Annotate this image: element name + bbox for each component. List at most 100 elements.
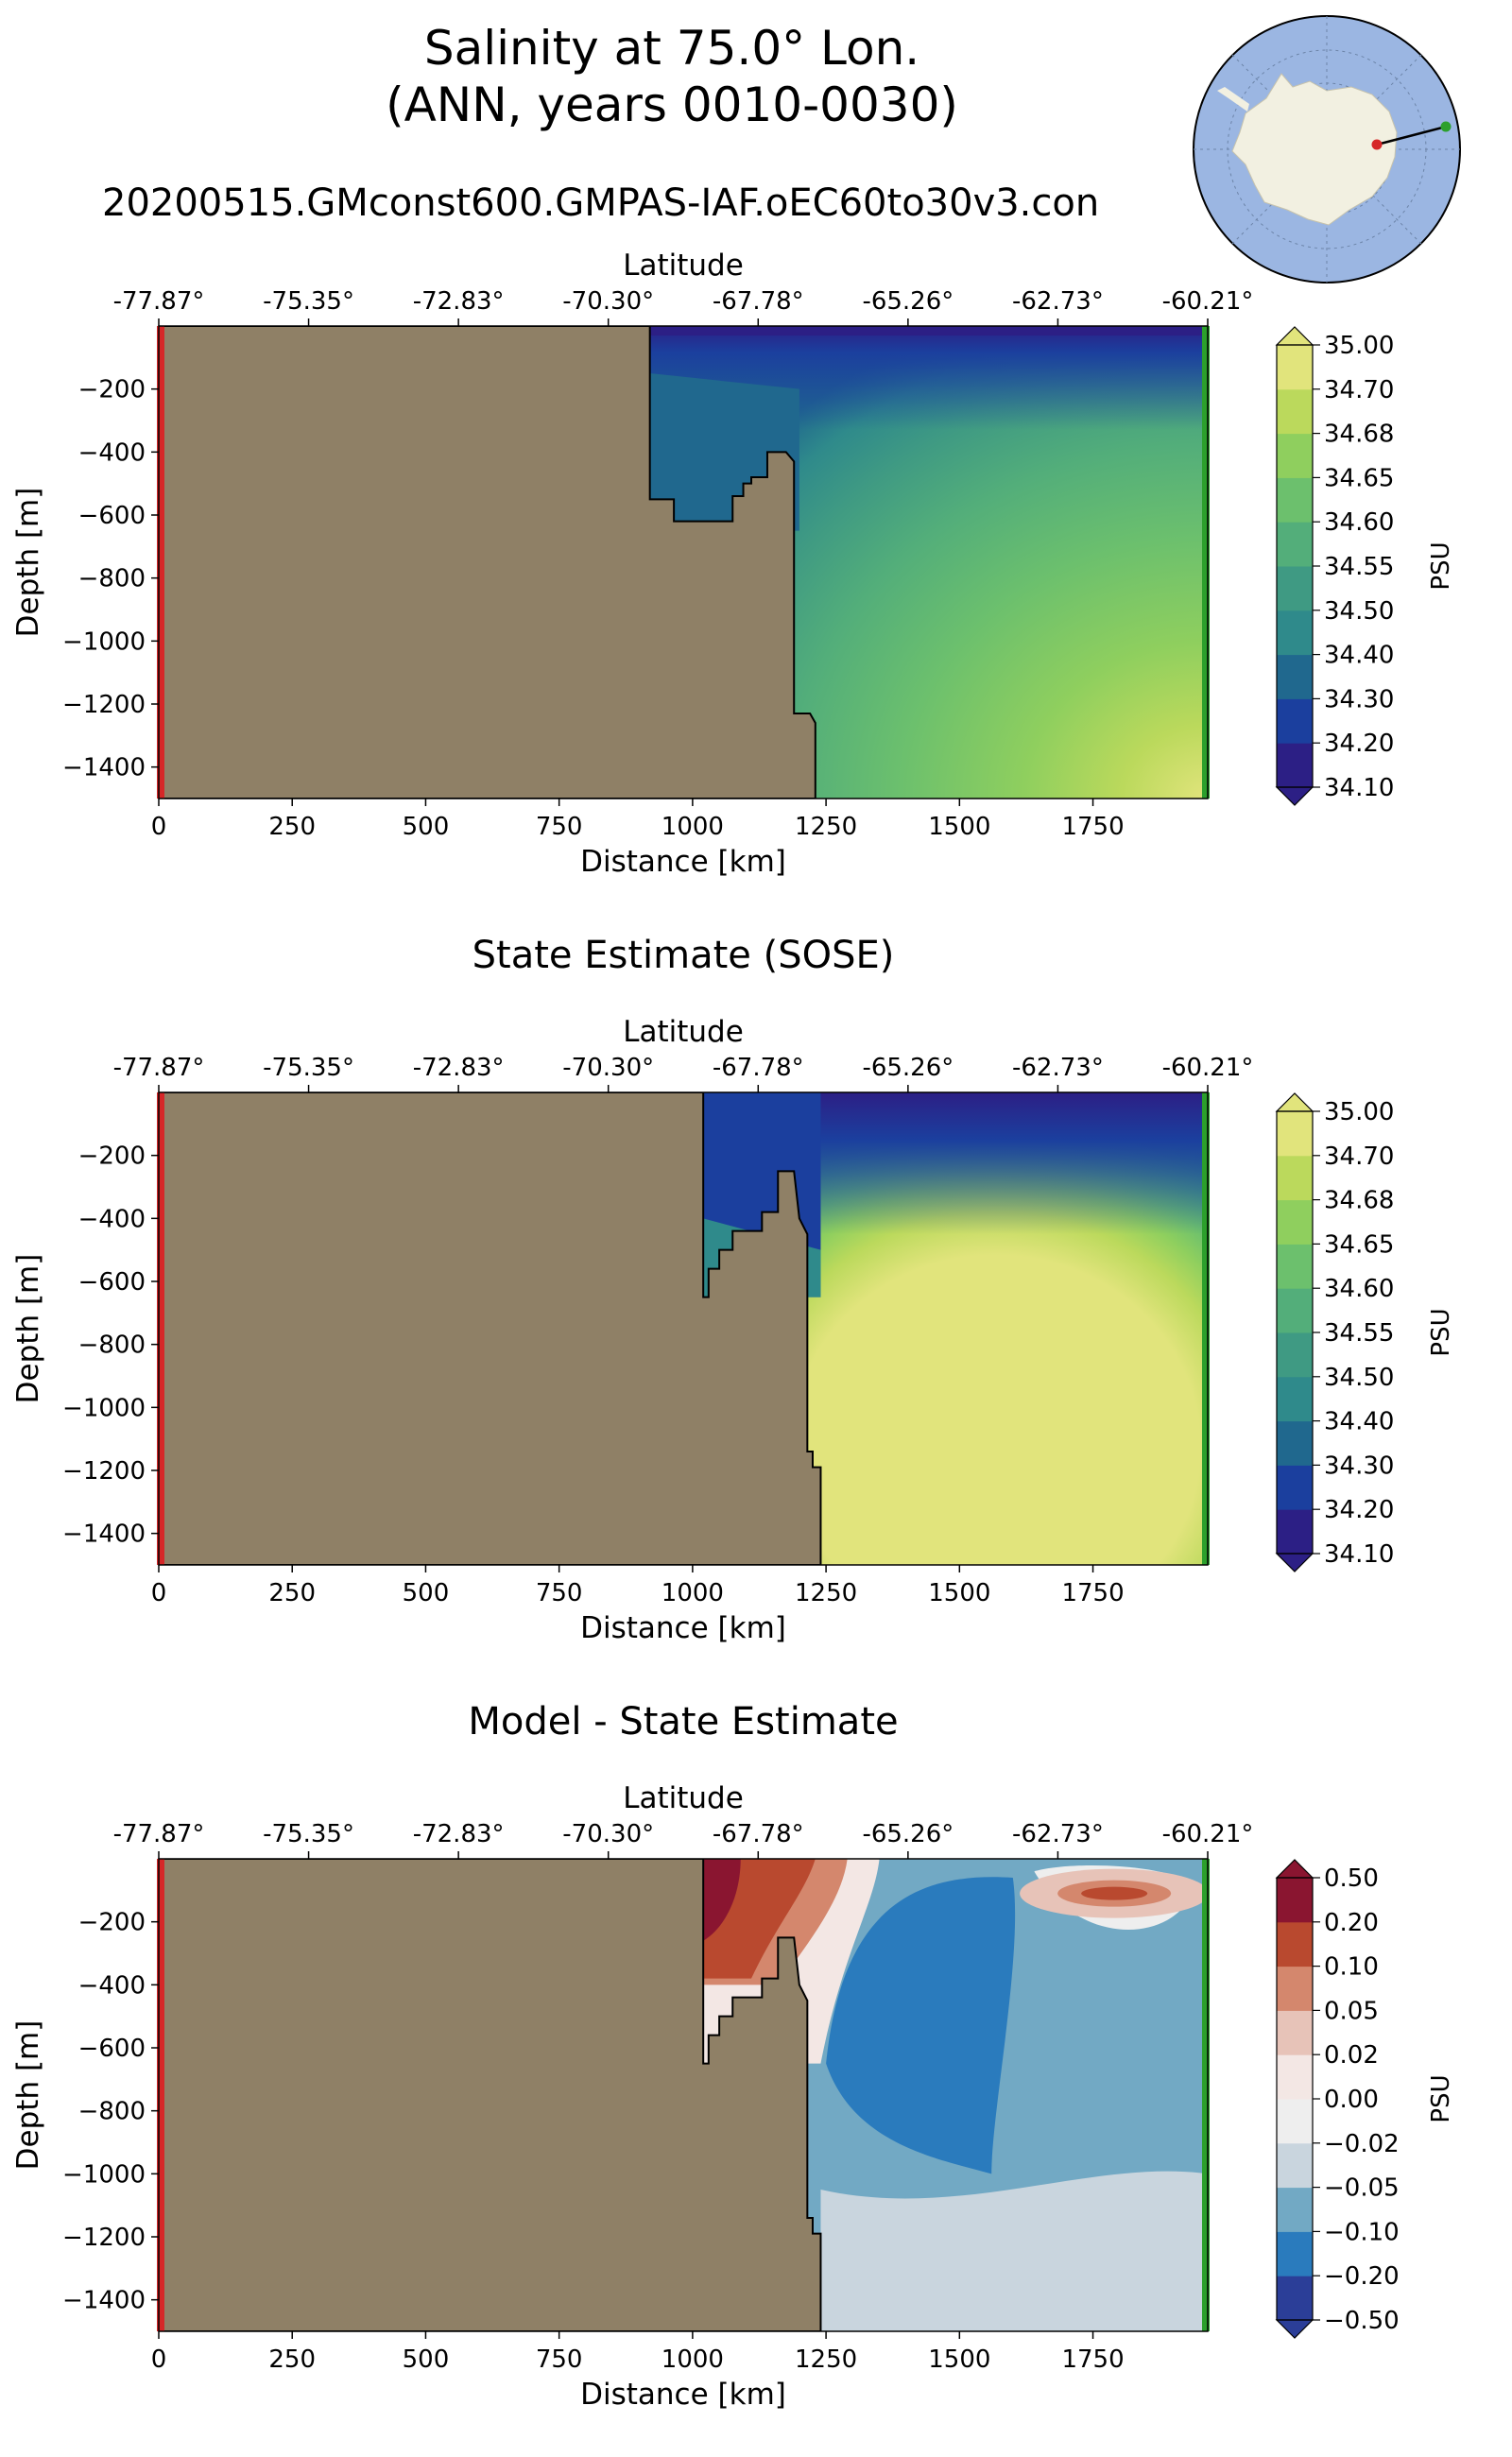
peninsula [1217, 87, 1249, 112]
lat-tick-label: -60.21° [1162, 1054, 1254, 1082]
colorbar-tick-label: 34.40 [1324, 1408, 1394, 1436]
y-tick-label: −800 [78, 2098, 146, 2126]
y-tick-label: −1200 [62, 2224, 146, 2252]
x-tick-label: 0 [151, 813, 167, 841]
lat-tick-label: -75.35° [263, 1054, 354, 1082]
y-tick-label: −1400 [62, 1521, 146, 1549]
colorbar-segment [1277, 2231, 1313, 2277]
colorbar-tick-label: 34.65 [1324, 464, 1394, 492]
lat-tick-label: -70.30° [562, 1054, 654, 1082]
y-tick-label: −400 [78, 1971, 146, 2000]
y-tick-label: −1400 [62, 2287, 146, 2315]
colorbar-tick-label: 0.50 [1324, 1864, 1379, 1893]
colorbar-tick-label: 34.10 [1324, 774, 1394, 802]
lat-tick-label: -72.83° [413, 1820, 505, 1848]
x-tick-label: 1750 [1061, 813, 1124, 841]
colorbar-tick-label: 0.02 [1324, 2041, 1379, 2070]
panel-model-salinity: 0 250 500 750 1000 1250 1500 1750 Distance [km] −… [11, 249, 1455, 879]
y-axis-label: Depth [m] [11, 488, 45, 638]
colorbar-tick-label: 35.00 [1324, 1098, 1394, 1126]
lat-tick-label: -72.83° [413, 287, 505, 316]
lat-tick-label: -70.30° [562, 287, 654, 316]
y-tick-label: −1000 [62, 2160, 146, 2189]
section-line [1376, 125, 1447, 146]
colorbar-tick-label: −0.02 [1324, 2130, 1400, 2158]
colorbar-segment [1277, 1155, 1313, 1201]
y-tick-label: −600 [78, 1268, 146, 1297]
y-axis-label: Depth [m] [11, 1254, 45, 1404]
section-end-line [1202, 1092, 1210, 1565]
colorbar-tick-label: 0.10 [1324, 1953, 1379, 1982]
panel-difference: Model - State Estimate 0 250 500 750 1000 1250… [11, 1700, 1455, 2412]
lat-tick-label: -62.73° [1012, 287, 1104, 316]
colorbar-segment [1277, 345, 1313, 390]
colorbar-tick-label: 34.20 [1324, 730, 1394, 758]
lat-tick-label: -67.78° [713, 1054, 804, 1082]
antarctica-landmass [1231, 73, 1398, 226]
section-start-marker [1371, 139, 1383, 150]
x-axis-label: Distance [km] [580, 845, 786, 879]
colorbar-segment [1277, 1420, 1313, 1466]
y-tick-label: −1200 [62, 1457, 146, 1486]
figure-title-line2: (ANN, years 0010-0030) [386, 77, 958, 132]
colorbar-tick-label: 34.10 [1324, 1540, 1394, 1569]
deep-negative-area [820, 2171, 1208, 2331]
colorbar-tick-label: 34.55 [1324, 553, 1394, 581]
colorbar-segment [1277, 1244, 1313, 1289]
colorbar-segment [1277, 698, 1313, 744]
colorbar-segment [1277, 522, 1313, 567]
lat-tick-label: -75.35° [263, 287, 354, 316]
y-tick-label: −200 [78, 376, 146, 404]
section-end-line [1202, 326, 1210, 799]
colorbar-tick-label: 34.68 [1324, 1187, 1394, 1215]
colorbar-segment [1277, 654, 1313, 699]
lat-tick-label: -67.78° [713, 1820, 804, 1848]
x-tick-label: 1750 [1061, 2345, 1124, 2374]
colorbar-tick-label: 34.30 [1324, 1452, 1394, 1480]
x-tick-label: 500 [403, 1579, 450, 1607]
colorbar-segment [1277, 388, 1313, 435]
section-start-line [157, 326, 164, 799]
strong-negative-area [826, 1877, 1016, 2174]
colorbar-tick-label: 34.55 [1324, 1319, 1394, 1348]
y-tick-label: −1400 [62, 754, 146, 782]
x-tick-label: 500 [403, 813, 450, 841]
y-tick-label: −800 [78, 565, 146, 593]
colorbar-segment [1277, 743, 1313, 788]
section-end-line [1202, 1859, 1210, 2331]
colorbar-extend-max [1275, 1859, 1314, 1879]
x-tick-label: 750 [536, 2345, 583, 2374]
colorbar-segment [1277, 433, 1313, 478]
top-axis-label: Latitude [623, 1015, 744, 1049]
colorbar-tick-label: 34.70 [1324, 1143, 1394, 1171]
panel-title: Model - State Estimate [468, 1700, 898, 1744]
colorbar-tick-label: 34.20 [1324, 1496, 1394, 1524]
lat-tick-label: -72.83° [413, 1054, 505, 1082]
lat-tick-label: -65.26° [862, 287, 954, 316]
lat-tick-label: -67.78° [713, 287, 804, 316]
y-tick-label: −200 [78, 1909, 146, 1937]
x-tick-label: 0 [151, 2345, 167, 2374]
x-tick-label: 1500 [928, 2345, 990, 2374]
colorbar-tick-label: −0.50 [1324, 2307, 1400, 2335]
y-tick-label: −200 [78, 1143, 146, 1171]
colorbar-segment [1277, 1332, 1313, 1378]
run-name: 20200515.GMconst600.GMPAS-IAF.oEC60to30v… [102, 181, 1099, 225]
colorbar-segment [1277, 1376, 1313, 1422]
colorbar-tick-label: −0.20 [1324, 2262, 1400, 2291]
colorbar-tick-label: 34.30 [1324, 685, 1394, 713]
colorbar-segment [1277, 477, 1313, 523]
y-tick-label: −1000 [62, 1394, 146, 1422]
colorbar-tick-label: 34.68 [1324, 421, 1394, 449]
colorbar-tick-label: 34.70 [1324, 376, 1394, 404]
colorbar-segment [1277, 610, 1313, 656]
lat-tick-label: -62.73° [1012, 1054, 1104, 1082]
colorbar-segment [1277, 1509, 1313, 1555]
x-axis-label: Distance [km] [580, 2378, 786, 2412]
colorbar-segment [1277, 1199, 1313, 1245]
x-tick-label: 750 [536, 813, 583, 841]
colorbar-segment [1277, 2010, 1313, 2055]
x-tick-label: 750 [536, 1579, 583, 1607]
x-tick-label: 1250 [795, 813, 857, 841]
